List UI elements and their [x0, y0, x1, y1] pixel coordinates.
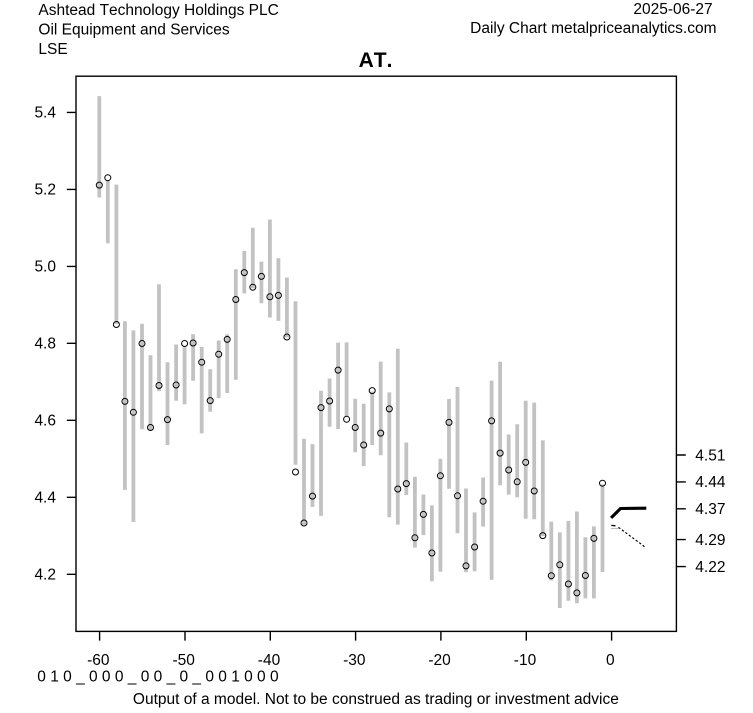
svg-text:LSE: LSE — [38, 41, 67, 58]
svg-text:-30: -30 — [343, 652, 366, 669]
svg-text:Ashtead Technology Holdings PL: Ashtead Technology Holdings PLC — [38, 2, 278, 19]
svg-text:Daily Chart metalpriceanalytic: Daily Chart metalpriceanalytics.com — [470, 20, 716, 37]
svg-text:Output of a model. Not to be c: Output of a model. Not to be construed a… — [133, 691, 619, 708]
svg-text:AT.: AT. — [359, 49, 393, 72]
svg-text:-50: -50 — [172, 652, 195, 669]
svg-text:4.6: 4.6 — [34, 413, 56, 430]
svg-text:-20: -20 — [428, 652, 451, 669]
svg-text:2025-06-27: 2025-06-27 — [633, 1, 712, 18]
svg-text:0: 0 — [606, 652, 615, 669]
svg-text:4.2: 4.2 — [34, 567, 56, 584]
svg-text:5.2: 5.2 — [34, 182, 56, 199]
svg-text:Oil Equipment and Services: Oil Equipment and Services — [38, 22, 230, 39]
svg-text:5.4: 5.4 — [34, 105, 56, 122]
svg-text:-40: -40 — [258, 652, 281, 669]
svg-text:-60: -60 — [87, 652, 110, 669]
svg-text:0 1 0 _ 0 0 0 _ 0 0 _ 0 _ 0 0: 0 1 0 _ 0 0 0 _ 0 0 _ 0 _ 0 0 1 0 0 0 — [37, 669, 279, 686]
svg-text:4.44: 4.44 — [695, 474, 726, 491]
svg-text:5.0: 5.0 — [34, 259, 56, 276]
svg-text:4.4: 4.4 — [34, 490, 56, 507]
svg-text:4.51: 4.51 — [695, 447, 725, 464]
svg-text:4.22: 4.22 — [695, 559, 725, 576]
svg-text:4.29: 4.29 — [695, 532, 725, 549]
svg-text:-10: -10 — [514, 652, 537, 669]
svg-text:4.8: 4.8 — [34, 336, 56, 353]
svg-text:4.37: 4.37 — [695, 501, 725, 518]
